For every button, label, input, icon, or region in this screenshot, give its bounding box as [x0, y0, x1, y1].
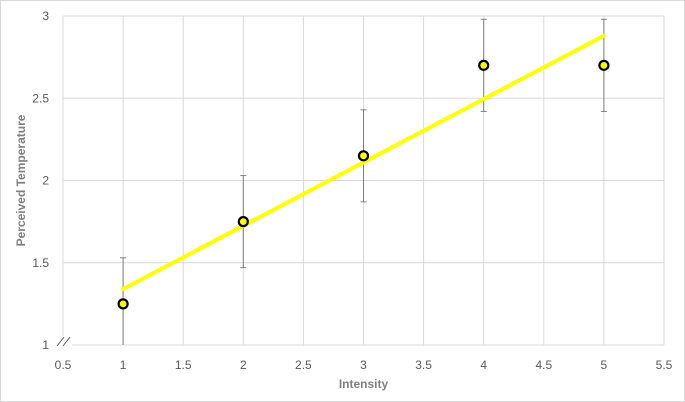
- x-tick-label: 5.5: [656, 358, 673, 372]
- data-points: [117, 59, 610, 310]
- y-axis-title: Perceived Temperature: [14, 114, 28, 246]
- y-tick-label: 2: [42, 174, 49, 188]
- axis-break-slash: [56, 336, 65, 347]
- x-gridlines: [62, 16, 665, 345]
- x-tick-label: 0.5: [55, 358, 72, 372]
- axis-break-mask: [55, 336, 72, 347]
- data-point: [598, 59, 610, 71]
- x-tick-label: 4.5: [535, 358, 552, 372]
- x-tick-label: 3: [360, 358, 367, 372]
- y-tick-labels: 1 1.5 2 2.5 3: [32, 9, 49, 352]
- trendline: [121, 33, 606, 292]
- x-axis-title: Intensity: [339, 377, 389, 391]
- y-tick-label: 1: [42, 338, 49, 352]
- x-tick-label: 2: [240, 358, 247, 372]
- x-tick-label: 1: [120, 358, 127, 372]
- data-point: [357, 150, 370, 162]
- data-point: [117, 298, 129, 310]
- x-tick-label: 4: [480, 358, 487, 372]
- y-tick-label: 1.5: [32, 256, 49, 270]
- x-tick-label: 2.5: [295, 358, 312, 372]
- trendline-group: [121, 33, 606, 292]
- y-tick-label: 2.5: [32, 91, 49, 105]
- x-tick-label: 1.5: [175, 358, 192, 372]
- y-tick-label: 3: [42, 9, 49, 23]
- data-point: [478, 59, 490, 71]
- x-tick-label: 3.5: [415, 358, 432, 372]
- data-point: [237, 216, 249, 228]
- x-tick-label: 5: [601, 358, 608, 372]
- axis-break-slash: [62, 336, 71, 347]
- y-axis-break: [55, 336, 72, 347]
- x-tick-labels: 0.5 1 1.5 2 2.5 3 3.5 4 4.5 5 5.5: [55, 358, 673, 372]
